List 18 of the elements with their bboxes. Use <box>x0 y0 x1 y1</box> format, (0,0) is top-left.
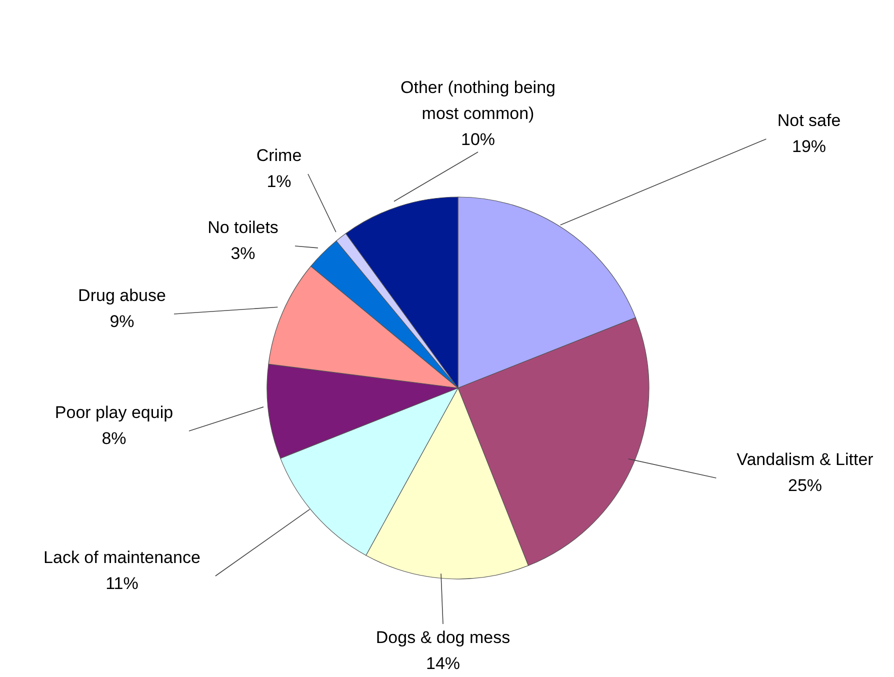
data-label: 11% <box>106 574 138 593</box>
data-label: 10% <box>460 130 496 149</box>
slice-label: Not safe <box>777 111 841 130</box>
slice-label: No toilets <box>208 218 278 237</box>
slice-label: Poor play equip <box>54 403 174 422</box>
slice-label: Lack of maintenance <box>44 548 200 567</box>
data-label: 1% <box>266 172 292 191</box>
slice-label: Vandalism & Litter <box>736 450 874 469</box>
slice-label: Dogs & dog mess <box>376 628 510 647</box>
slice-label: Other (nothing being most common) <box>400 78 556 123</box>
data-label: 9% <box>110 312 134 331</box>
data-label: 3% <box>230 244 256 263</box>
data-label: 25% <box>788 476 822 495</box>
data-label: 19% <box>792 137 826 156</box>
slice-label: Crime <box>256 146 302 165</box>
data-label: 14% <box>426 654 460 673</box>
slice-label: Drug abuse <box>78 286 166 305</box>
data-label: 8% <box>102 429 126 448</box>
